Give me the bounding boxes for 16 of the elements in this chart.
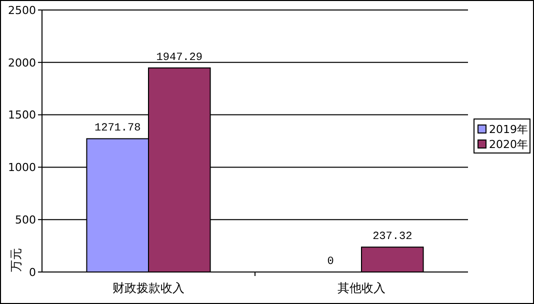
y-tick-label: 500 <box>15 213 36 226</box>
text: 1271.78 <box>94 122 141 135</box>
y-tick-label: 1500 <box>8 108 36 122</box>
y-tick-label: 2000 <box>8 56 36 70</box>
legend-label: 2020年 <box>489 138 528 151</box>
text: 237.32 <box>372 231 412 244</box>
y-axis-title: 万元 <box>9 248 24 272</box>
text: 1947.29 <box>156 52 202 64</box>
y-tick-label: 2500 <box>8 4 36 17</box>
y-tick-label: 1000 <box>8 161 36 174</box>
x-tick-label: 财政拨款收入 <box>112 281 184 295</box>
y-tick-label: 0 <box>29 266 36 279</box>
bar <box>361 246 424 272</box>
legend-label: 2019年 <box>489 122 528 136</box>
text: 0 <box>327 256 334 268</box>
x-tick-label: 其他收入 <box>338 281 386 295</box>
